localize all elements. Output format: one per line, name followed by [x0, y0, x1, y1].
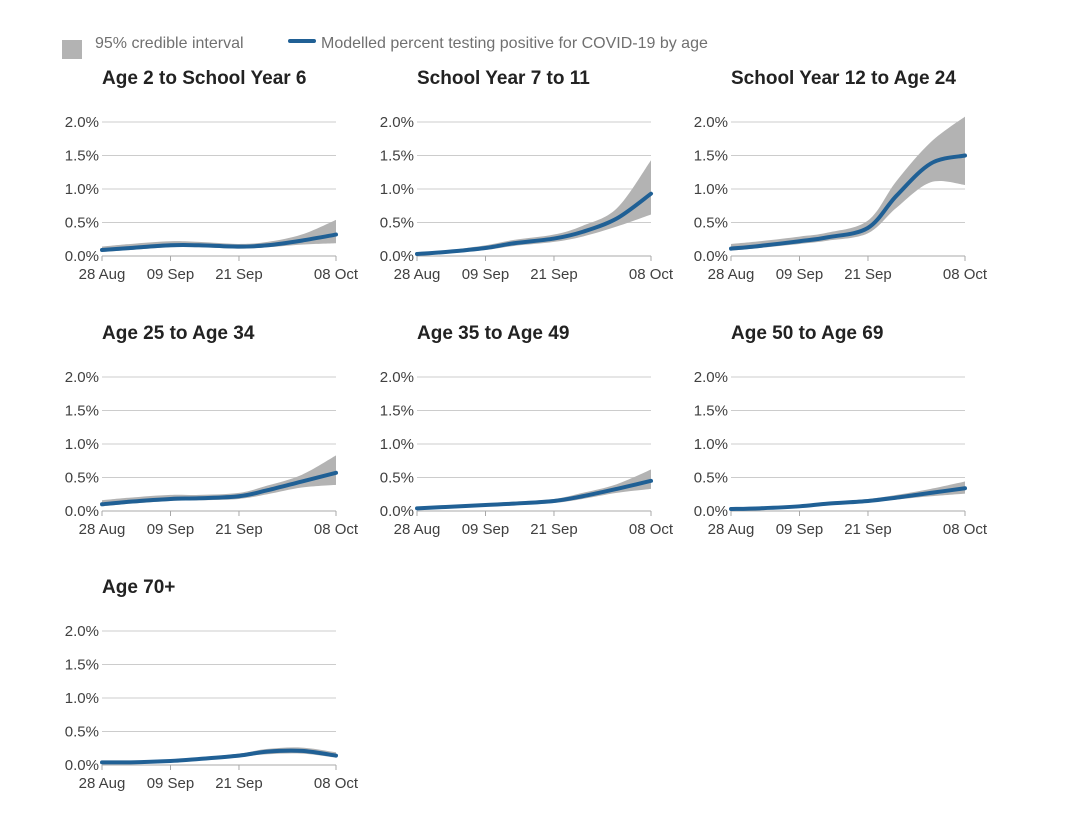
- y-tick-label: 0.0%: [380, 248, 414, 265]
- chart-panel-3: School Year 12 to Age 24 0.0% 0.5% 1.0% 1.5%…: [694, 68, 988, 283]
- y-tick-label: 1.5%: [65, 403, 99, 420]
- x-tick-label: 09 Sep: [462, 521, 510, 538]
- legend-interval-label: 95% credible interval: [95, 35, 244, 52]
- legend-line-swatch: [288, 39, 316, 43]
- y-tick-label: 0.0%: [65, 248, 99, 265]
- chart-title: Age 35 to Age 49: [417, 323, 569, 344]
- y-tick-label: 0.5%: [694, 470, 728, 487]
- y-tick-label: 1.5%: [65, 657, 99, 674]
- modelled-line: [415, 191, 653, 256]
- y-tick-label: 0.0%: [694, 503, 728, 520]
- chart-title: Age 70+: [102, 577, 175, 598]
- x-tick-label: 09 Sep: [147, 775, 195, 792]
- x-tick-label: 21 Sep: [215, 521, 263, 538]
- x-tick-label: 28 Aug: [79, 775, 126, 792]
- y-tick-label: 0.0%: [65, 757, 99, 774]
- y-tick-label: 1.5%: [65, 148, 99, 165]
- x-tick-label: 08 Oct: [943, 521, 988, 538]
- legend-line-label: Modelled percent testing positive for CO…: [321, 35, 708, 52]
- chart-title: School Year 7 to 11: [417, 68, 590, 89]
- y-tick-label: 1.0%: [694, 436, 728, 453]
- chart-panel-6: Age 50 to Age 69 0.0% 0.5% 1.0% 1.5% 2.0% 28 A…: [694, 323, 988, 538]
- y-tick-label: 2.0%: [380, 369, 414, 386]
- x-tick-label: 08 Oct: [629, 266, 674, 283]
- y-tick-label: 1.5%: [694, 148, 728, 165]
- y-tick-label: 0.0%: [65, 503, 99, 520]
- y-tick-label: 2.0%: [694, 369, 728, 386]
- chart-panel-4: Age 25 to Age 34 0.0% 0.5% 1.0% 1.5% 2.0% 28 A…: [65, 323, 359, 538]
- modelled-line: [415, 478, 653, 511]
- x-tick-label: 08 Oct: [314, 775, 359, 792]
- y-tick-label: 0.5%: [694, 215, 728, 232]
- y-tick-label: 2.0%: [694, 114, 728, 131]
- x-tick-label: 28 Aug: [79, 266, 126, 283]
- y-tick-label: 2.0%: [380, 114, 414, 131]
- y-tick-label: 1.0%: [65, 181, 99, 198]
- x-tick-label: 09 Sep: [776, 266, 824, 283]
- x-tick-label: 28 Aug: [394, 521, 441, 538]
- chart-panel-5: Age 35 to Age 49 0.0% 0.5% 1.0% 1.5% 2.0% 28 A…: [380, 323, 674, 538]
- modelled-line: [100, 232, 338, 252]
- chart-title: School Year 12 to Age 24: [731, 68, 956, 89]
- y-tick-label: 1.0%: [65, 436, 99, 453]
- x-tick-label: 09 Sep: [147, 521, 195, 538]
- y-tick-label: 2.0%: [65, 623, 99, 640]
- modelled-line: [729, 486, 967, 511]
- x-tick-label: 28 Aug: [394, 266, 441, 283]
- x-tick-label: 21 Sep: [844, 266, 892, 283]
- y-tick-label: 1.0%: [380, 181, 414, 198]
- chart-title: Age 50 to Age 69: [731, 323, 883, 344]
- chart-panel-2: School Year 7 to 11 0.0% 0.5% 1.0% 1.5% 2.0% 2…: [380, 68, 674, 283]
- x-tick-label: 09 Sep: [462, 266, 510, 283]
- x-tick-label: 08 Oct: [629, 521, 674, 538]
- y-tick-label: 0.5%: [65, 724, 99, 741]
- legend-interval-swatch: [62, 40, 82, 59]
- x-tick-label: 08 Oct: [314, 521, 359, 538]
- y-tick-label: 2.0%: [65, 369, 99, 386]
- y-tick-label: 0.0%: [380, 503, 414, 520]
- modelled-line: [100, 748, 338, 765]
- y-tick-label: 1.5%: [694, 403, 728, 420]
- credible-interval-band: [731, 481, 965, 510]
- y-tick-label: 0.5%: [380, 215, 414, 232]
- y-tick-label: 2.0%: [65, 114, 99, 131]
- credible-interval-band: [417, 160, 651, 255]
- x-tick-label: 21 Sep: [844, 521, 892, 538]
- y-tick-label: 0.5%: [380, 470, 414, 487]
- x-tick-label: 08 Oct: [943, 266, 988, 283]
- credible-interval-band: [731, 116, 965, 251]
- modelled-line: [100, 470, 338, 507]
- y-tick-label: 1.5%: [380, 148, 414, 165]
- x-tick-label: 08 Oct: [314, 266, 359, 283]
- y-tick-label: 0.5%: [65, 470, 99, 487]
- x-tick-label: 21 Sep: [530, 266, 578, 283]
- y-tick-label: 1.5%: [380, 403, 414, 420]
- x-tick-label: 09 Sep: [147, 266, 195, 283]
- chart-title: Age 2 to School Year 6: [102, 68, 307, 89]
- y-tick-label: 1.0%: [65, 690, 99, 707]
- y-tick-label: 1.0%: [694, 181, 728, 198]
- y-tick-label: 1.0%: [380, 436, 414, 453]
- chart-panel-7: Age 70+ 0.0% 0.5% 1.0% 1.5% 2.0% 28 Aug 09 Sep 2…: [65, 577, 359, 792]
- x-tick-label: 21 Sep: [530, 521, 578, 538]
- y-tick-label: 0.5%: [65, 215, 99, 232]
- x-tick-label: 21 Sep: [215, 266, 263, 283]
- y-tick-label: 0.0%: [694, 248, 728, 265]
- chart-panel-1: Age 2 to School Year 6 0.0% 0.5% 1.0% 1.5% 2.…: [65, 68, 359, 283]
- modelled-line: [729, 153, 967, 251]
- x-tick-label: 28 Aug: [79, 521, 126, 538]
- chart-title: Age 25 to Age 34: [102, 323, 255, 344]
- x-tick-label: 28 Aug: [708, 521, 755, 538]
- x-tick-label: 28 Aug: [708, 266, 755, 283]
- x-tick-label: 09 Sep: [776, 521, 824, 538]
- x-tick-label: 21 Sep: [215, 775, 263, 792]
